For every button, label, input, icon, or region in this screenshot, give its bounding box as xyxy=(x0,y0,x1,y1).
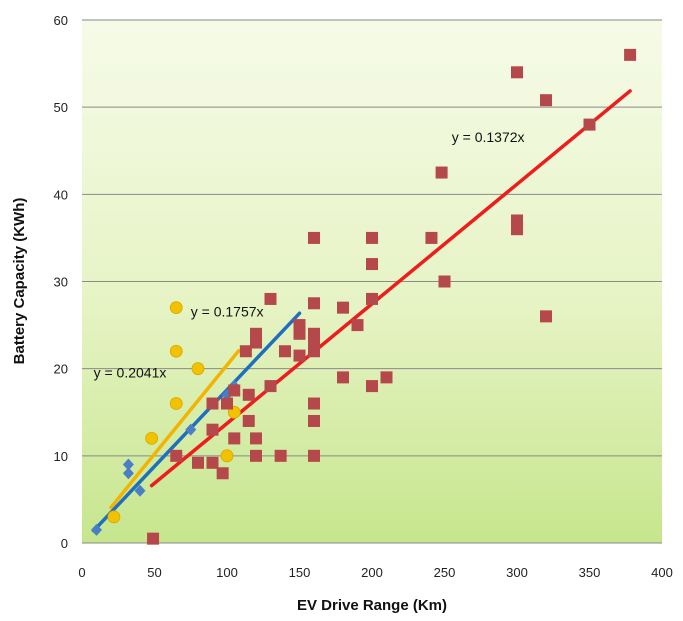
x-tick-label: 200 xyxy=(361,565,383,580)
data-point xyxy=(624,48,637,61)
data-point xyxy=(274,449,287,462)
data-point xyxy=(206,423,219,436)
data-point xyxy=(425,231,438,244)
x-axis-ticks: 0 50 100 150 200 250 300 350 400 xyxy=(78,565,672,580)
y-tick-label: 10 xyxy=(54,449,68,464)
data-point xyxy=(250,449,262,462)
data-point xyxy=(308,345,320,358)
x-tick-label: 300 xyxy=(506,565,528,580)
y-axis-ticks: 0 10 20 30 40 50 60 xyxy=(54,13,68,551)
data-point xyxy=(239,345,252,358)
y-tick-label: 50 xyxy=(54,100,68,115)
data-point xyxy=(216,467,229,480)
data-point xyxy=(221,397,233,410)
data-point xyxy=(366,231,378,244)
y-axis-title: Battery Capacity (KWh) xyxy=(11,198,28,365)
data-point xyxy=(145,431,159,445)
data-point xyxy=(228,384,241,397)
data-point xyxy=(122,458,134,471)
trendline-label: y = 0.2041x xyxy=(94,364,167,380)
data-point xyxy=(308,397,320,410)
data-point xyxy=(279,345,291,358)
data-point xyxy=(366,380,378,393)
trendline-label: y = 0.1372x xyxy=(452,129,525,145)
x-tick-label: 150 xyxy=(289,565,311,580)
data-point xyxy=(438,275,451,288)
trendline-labels: y = 0.2041x y = 0.1757x y = 0.1372x xyxy=(94,129,525,380)
data-point xyxy=(264,380,277,393)
data-point xyxy=(169,397,183,410)
data-point xyxy=(583,118,596,131)
data-point xyxy=(337,301,349,314)
data-point xyxy=(206,456,219,469)
data-point xyxy=(380,371,393,384)
data-point xyxy=(540,94,552,107)
y-tick-label: 30 xyxy=(54,275,68,290)
data-point xyxy=(250,432,262,445)
x-axis-title: EV Drive Range (Km) xyxy=(297,597,447,614)
data-point xyxy=(185,423,197,436)
y-tick-label: 60 xyxy=(54,13,68,28)
data-point xyxy=(366,292,378,305)
x-tick-label: 250 xyxy=(434,565,456,580)
data-point xyxy=(511,223,523,236)
x-tick-label: 50 xyxy=(147,565,161,580)
data-point xyxy=(308,297,320,310)
data-point xyxy=(293,327,306,340)
data-point xyxy=(107,510,121,524)
data-point xyxy=(242,414,255,427)
data-point xyxy=(147,532,160,545)
data-point xyxy=(264,292,277,305)
data-point xyxy=(351,319,364,332)
data-point xyxy=(122,467,134,480)
x-tick-label: 100 xyxy=(216,565,238,580)
data-point xyxy=(250,336,262,349)
data-point xyxy=(170,449,183,462)
trendlines xyxy=(91,89,632,533)
x-tick-label: 0 xyxy=(78,565,85,580)
data-point xyxy=(308,449,320,462)
data-point xyxy=(293,349,306,362)
data-points xyxy=(91,48,637,545)
data-point xyxy=(169,301,183,315)
x-tick-label: 400 xyxy=(651,565,673,580)
data-point xyxy=(91,523,102,536)
data-point xyxy=(242,388,255,401)
data-point xyxy=(192,456,204,469)
data-point xyxy=(206,397,219,410)
data-point xyxy=(435,166,448,179)
data-point xyxy=(540,310,552,323)
data-point xyxy=(308,231,320,244)
y-tick-label: 40 xyxy=(54,187,68,202)
data-point xyxy=(511,66,523,79)
y-tick-label: 0 xyxy=(61,536,68,551)
trendline-label: y = 0.1757x xyxy=(191,303,264,319)
data-point xyxy=(228,432,241,445)
data-point xyxy=(220,449,234,463)
trendline xyxy=(109,349,241,510)
data-point xyxy=(308,414,320,427)
data-point xyxy=(169,344,183,358)
x-tick-label: 350 xyxy=(579,565,601,580)
data-point xyxy=(366,258,378,271)
data-point xyxy=(134,484,146,497)
data-point xyxy=(191,362,205,376)
y-tick-label: 20 xyxy=(54,362,68,377)
data-point xyxy=(337,371,349,384)
trendline xyxy=(149,89,632,488)
trendline xyxy=(91,311,302,533)
